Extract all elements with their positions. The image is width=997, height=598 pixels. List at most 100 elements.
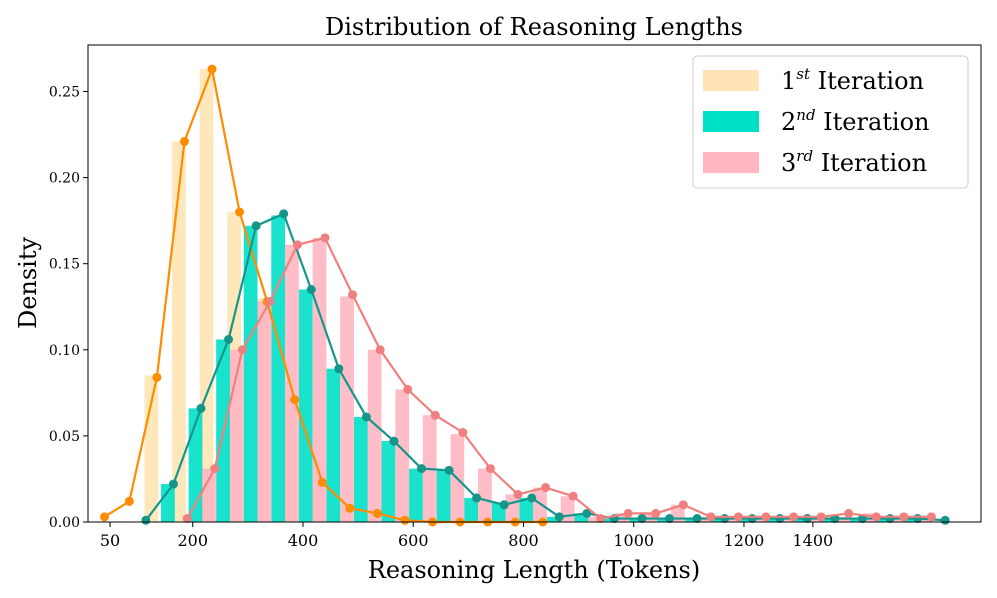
data-point bbox=[513, 489, 523, 499]
bar bbox=[144, 375, 159, 522]
data-point bbox=[706, 512, 716, 522]
data-point bbox=[224, 334, 234, 344]
bar bbox=[326, 368, 341, 522]
data-point bbox=[317, 477, 327, 487]
data-point bbox=[251, 221, 261, 231]
data-point bbox=[334, 364, 344, 374]
bar bbox=[629, 518, 644, 522]
x-tick-label: 50 bbox=[100, 531, 120, 550]
series-2-bars bbox=[161, 215, 919, 523]
data-point bbox=[596, 514, 606, 524]
bar bbox=[298, 289, 313, 522]
data-point bbox=[400, 515, 410, 525]
y-tick-label: 0.25 bbox=[49, 84, 80, 100]
bar bbox=[464, 497, 478, 522]
x-tick-label: 1000 bbox=[613, 531, 654, 550]
legend-swatch bbox=[703, 111, 759, 132]
data-point bbox=[372, 508, 382, 518]
data-point bbox=[444, 465, 454, 475]
bar bbox=[905, 518, 919, 522]
y-tick-label: 0.05 bbox=[49, 429, 80, 445]
data-point bbox=[527, 493, 537, 503]
data-point bbox=[375, 345, 385, 355]
data-point bbox=[733, 512, 743, 522]
data-point bbox=[940, 515, 950, 525]
y-tick-label: 0.20 bbox=[49, 171, 80, 187]
data-point bbox=[430, 410, 440, 420]
bar bbox=[602, 518, 616, 522]
data-point bbox=[816, 512, 826, 522]
data-point bbox=[196, 403, 206, 413]
bar bbox=[519, 497, 534, 522]
data-point bbox=[485, 464, 495, 474]
data-point bbox=[665, 514, 675, 524]
data-point bbox=[306, 285, 316, 295]
y-axis: 0.00 0.05 0.10 0.15 0.20 0.25 bbox=[49, 84, 88, 531]
data-point bbox=[568, 491, 578, 501]
data-point bbox=[541, 483, 551, 493]
bar bbox=[739, 518, 754, 522]
data-point bbox=[100, 512, 110, 522]
y-tick-label: 0.00 bbox=[49, 515, 80, 531]
data-point bbox=[237, 345, 247, 355]
legend-swatch bbox=[703, 70, 759, 91]
y-axis-label: Density bbox=[14, 237, 42, 330]
data-point bbox=[179, 136, 189, 146]
data-point bbox=[279, 209, 289, 219]
x-tick-label: 800 bbox=[508, 531, 539, 550]
x-tick-label: 1200 bbox=[724, 531, 765, 550]
data-point bbox=[761, 512, 771, 522]
y-tick-label: 0.10 bbox=[49, 343, 80, 359]
bar bbox=[712, 518, 727, 522]
bar bbox=[657, 518, 671, 522]
data-point bbox=[582, 508, 592, 518]
data-point bbox=[361, 412, 371, 422]
data-point bbox=[789, 512, 799, 522]
legend-swatch bbox=[703, 152, 759, 173]
x-axis: 50 200 400 600 800 1000 1200 1400 bbox=[100, 522, 833, 550]
series-line bbox=[145, 212, 946, 522]
bar bbox=[340, 296, 354, 522]
data-point bbox=[182, 514, 192, 524]
data-point bbox=[152, 372, 162, 382]
bar bbox=[588, 516, 603, 522]
bar bbox=[353, 416, 368, 522]
data-point bbox=[678, 500, 688, 510]
data-point bbox=[651, 508, 661, 518]
bar bbox=[202, 468, 217, 522]
data-point bbox=[554, 512, 564, 522]
data-point bbox=[403, 384, 413, 394]
bar bbox=[312, 237, 327, 522]
bar bbox=[409, 468, 423, 522]
data-point bbox=[345, 503, 355, 513]
data-point bbox=[348, 290, 358, 300]
legend: 1st Iteration 2nd Iteration 3rd Iteration bbox=[692, 55, 969, 189]
data-point bbox=[637, 514, 647, 524]
data-point bbox=[210, 464, 220, 474]
data-point bbox=[844, 508, 854, 518]
data-point bbox=[692, 514, 702, 524]
x-axis-label: Reasoning Length (Tokens) bbox=[368, 556, 700, 584]
data-point bbox=[458, 427, 468, 437]
x-tick-label: 400 bbox=[288, 531, 319, 550]
bar bbox=[822, 518, 837, 522]
chart-title: Distribution of Reasoning Lengths bbox=[325, 13, 743, 41]
legend-label: 3rd Iteration bbox=[781, 147, 927, 177]
data-point bbox=[389, 436, 399, 446]
bar bbox=[271, 215, 286, 522]
bar bbox=[436, 470, 451, 522]
bar bbox=[767, 518, 782, 522]
bar bbox=[188, 408, 203, 522]
data-point bbox=[320, 233, 330, 243]
data-point bbox=[623, 508, 633, 518]
data-point bbox=[141, 515, 151, 525]
data-point bbox=[416, 464, 426, 474]
data-point bbox=[124, 496, 134, 506]
x-tick-label: 600 bbox=[398, 531, 429, 550]
data-point bbox=[235, 207, 245, 217]
legend-label: 2nd Iteration bbox=[781, 106, 930, 136]
bar bbox=[161, 484, 175, 522]
data-point bbox=[265, 297, 275, 307]
bar bbox=[850, 518, 864, 522]
